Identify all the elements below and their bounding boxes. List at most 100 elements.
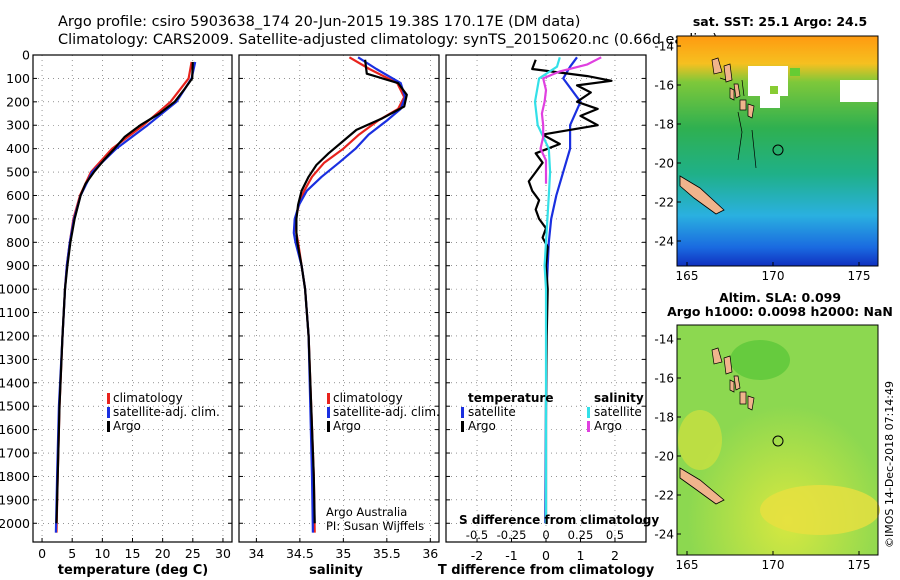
argo-float-marker xyxy=(772,144,784,156)
y-tick-label: 900 xyxy=(6,258,30,273)
y-tick-label: 1100 xyxy=(0,305,30,320)
x-tick-label: 35 xyxy=(335,546,351,561)
credit-text: ©IMOS 14-Dec-2018 07:14:49 xyxy=(883,381,896,548)
map-y-tick-label: -22 xyxy=(654,489,674,503)
header-line-2: Climatology: CARS2009. Satellite-adjuste… xyxy=(58,32,718,48)
x-tick-label: 10 xyxy=(94,546,110,561)
new-caledonia-island xyxy=(679,467,725,505)
legend-swatch-t-argo xyxy=(461,421,464,432)
s-diff-tick-label: 0 xyxy=(542,528,549,542)
x-tick-label: 36 xyxy=(422,546,438,561)
y-tick-label: 500 xyxy=(6,165,30,180)
y-tick-label: 300 xyxy=(6,118,30,133)
y-tick-label: 1500 xyxy=(0,399,30,414)
annotation-line-1: Argo Australia xyxy=(326,505,407,519)
series-line-satellite-adj-clim- xyxy=(54,61,197,533)
y-tick-label: 1900 xyxy=(0,492,30,507)
sst-map: sat. SST: 25.1 Argo: 24.5 165 170 175 -14 -1… xyxy=(654,14,879,283)
series-line-s-satellite xyxy=(533,56,561,524)
y-tick-label: 200 xyxy=(6,94,30,109)
map-x-tick-label: 165 xyxy=(676,558,699,572)
y-tick-label: 1200 xyxy=(0,328,30,343)
y-tick-label: 1600 xyxy=(0,422,30,437)
vanuatu-islands xyxy=(711,57,755,119)
annotation-line-2: PI: Susan Wijffels xyxy=(326,519,424,533)
y-tick-label: 600 xyxy=(6,188,30,203)
legend-swatch-climatology xyxy=(107,393,110,404)
x-tick-label: 30 xyxy=(215,546,231,561)
map-y-tick-label: -22 xyxy=(654,196,674,210)
header-line-1: Argo profile: csiro 5903638_174 20-Jun-2… xyxy=(58,14,580,30)
map-y-tick-label: -16 xyxy=(654,79,674,93)
map-y-tick-label: -18 xyxy=(654,118,674,132)
map-x-tick-label: 170 xyxy=(762,269,785,283)
legend-title-salinity: salinity xyxy=(594,391,644,405)
legend-title-temperature: temperature xyxy=(468,391,553,405)
y-tick-label: 0 xyxy=(22,48,30,63)
x-tick-label: 34 xyxy=(248,546,264,561)
panel-frame xyxy=(238,54,440,543)
map-y-tick-label: -20 xyxy=(654,157,674,171)
argo-float-marker xyxy=(772,435,784,447)
legend-swatch-satellite xyxy=(107,407,110,418)
map-x-tick-label: 165 xyxy=(676,269,699,283)
sst-cloud-gap xyxy=(748,66,788,96)
y-tick-label: 2000 xyxy=(0,516,30,531)
y-tick-label: 400 xyxy=(6,141,30,156)
x-tick-label: 2 xyxy=(611,548,619,563)
salinity-legend: climatology satellite-adj. clim. Argo Ar… xyxy=(326,391,440,533)
sst-map-title: sat. SST: 25.1 Argo: 24.5 xyxy=(693,14,867,29)
x-tick-label: 1 xyxy=(577,548,585,563)
s-diff-tick-label: -0.25 xyxy=(497,528,527,542)
y-tick-label: 100 xyxy=(6,71,30,86)
difference-legend: temperature satellite Argo salinity sate… xyxy=(459,391,659,527)
x-tick-label: -2 xyxy=(471,548,483,563)
x-axis-label-salinity: salinity xyxy=(309,563,363,578)
sst-map-frame xyxy=(676,35,879,267)
legend-swatch-climatology xyxy=(327,393,330,404)
y-tick-label: 1400 xyxy=(0,375,30,390)
series-line-s-argo xyxy=(539,56,602,184)
x-tick-label: 0 xyxy=(38,546,46,561)
legend-label-s-argo: Argo xyxy=(594,419,622,433)
sla-map-title-1: Altim. SLA: 0.099 xyxy=(719,290,841,305)
x-axis-label-t-difference: T difference from climatology xyxy=(438,563,655,578)
panel-frame xyxy=(445,54,647,543)
map-y-tick-label: -24 xyxy=(654,235,674,249)
x-axis-label-temperature: temperature (deg C) xyxy=(58,563,208,578)
legend-swatch-argo xyxy=(327,421,330,432)
new-caledonia-island xyxy=(679,175,725,215)
sst-cloud-gap xyxy=(760,96,780,108)
x-tick-label: 25 xyxy=(185,546,201,561)
x-tick-label: 34.5 xyxy=(286,546,314,561)
legend-swatch-satellite xyxy=(327,407,330,418)
legend-label-climatology: climatology xyxy=(333,391,403,405)
sst-pixel xyxy=(790,68,800,76)
map-x-tick-label: 175 xyxy=(848,269,871,283)
legend-label-s-satellite: satellite xyxy=(594,405,642,419)
y-tick-label: 1000 xyxy=(0,282,30,297)
y-tick-label: 800 xyxy=(6,235,30,250)
map-y-tick-label: -18 xyxy=(654,411,674,425)
s-diff-tick-label: 0.5 xyxy=(606,528,624,542)
x-tick-label: 0 xyxy=(542,548,550,563)
legend-swatch-t-satellite xyxy=(461,407,464,418)
legend-label-satellite: satellite-adj. clim. xyxy=(113,405,220,419)
series-line-t-satellite xyxy=(544,56,582,524)
legend-swatch-s-satellite xyxy=(587,407,590,418)
coastline xyxy=(719,77,757,169)
temperature-legend: climatology satellite-adj. clim. Argo xyxy=(107,391,220,433)
legend-swatch-s-argo xyxy=(587,421,590,432)
legend-swatch-argo xyxy=(107,421,110,432)
panel-frame xyxy=(32,54,233,543)
legend-label-argo: Argo xyxy=(333,419,361,433)
y-tick-label: 1300 xyxy=(0,352,30,367)
series-line-satellite-adj-clim- xyxy=(292,56,407,533)
series-line-climatology xyxy=(55,61,193,533)
s-diff-axis-label: S difference from climatology xyxy=(459,513,659,527)
profile-panels: 0 5 10 15 20 25 300100200300400500600700800900… xyxy=(0,48,647,563)
y-tick-label: 1800 xyxy=(0,469,30,484)
legend-label-t-satellite: satellite xyxy=(468,405,516,419)
map-y-tick-label: -14 xyxy=(654,40,674,54)
legend-label-argo: Argo xyxy=(113,419,141,433)
